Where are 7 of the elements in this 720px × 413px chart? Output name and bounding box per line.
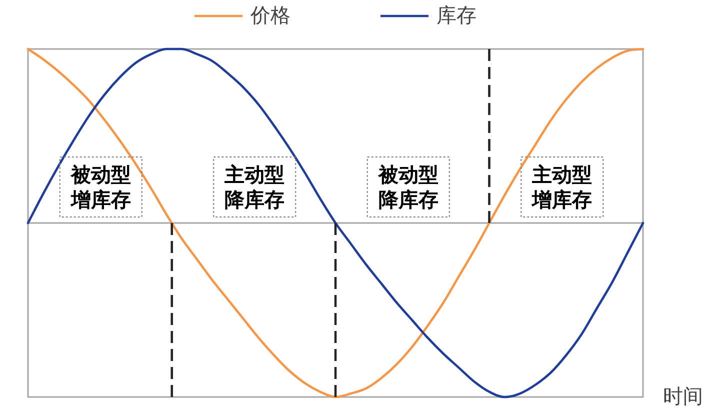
legend-label: 库存 [436,5,476,27]
x-axis-title: 时间 [663,386,703,408]
annotation: 被动型增库存 [70,164,131,212]
annotation: 主动型降库存 [224,164,285,212]
annotation: 被动型降库存 [377,164,438,212]
annotation: 主动型增库存 [531,164,592,212]
legend-label: 价格 [250,5,290,27]
